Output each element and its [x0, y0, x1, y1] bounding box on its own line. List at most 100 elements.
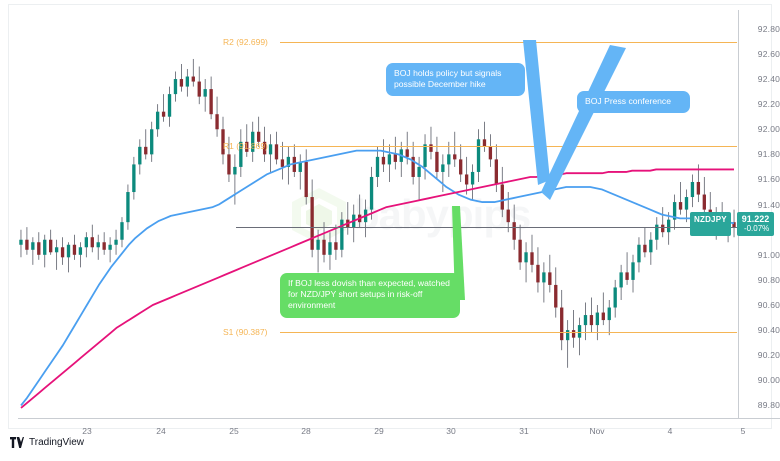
candle-body — [536, 264, 540, 283]
price-axis-tick: 91.400 — [757, 199, 780, 210]
candle-body — [304, 161, 308, 198]
time-axis[interactable]: 23 24 25 28 29 30 31 Nov 4 5 — [18, 418, 780, 442]
candle-body — [144, 146, 148, 155]
price-tag-symbol: NZDJPY — [690, 211, 731, 236]
price-axis-tick: 92.800 — [757, 23, 780, 34]
annotation-boj-dovish[interactable]: If BOJ less dovish than expected, watche… — [280, 273, 460, 318]
candle-body — [524, 252, 528, 263]
candle-body — [132, 164, 136, 193]
candle-body — [233, 166, 237, 175]
candle-body — [696, 181, 701, 195]
pivot-label-r1: R1 (91.869) — [223, 140, 268, 151]
candle-body — [637, 244, 641, 263]
time-axis-tick: 24 — [156, 426, 166, 436]
candle-body — [31, 242, 35, 250]
candle-body — [108, 244, 112, 250]
price-axis-tick: 90.400 — [757, 325, 780, 336]
candle-body — [453, 154, 457, 160]
candle-body — [150, 129, 154, 155]
candlestick-series — [19, 58, 736, 409]
candle-body — [381, 156, 386, 165]
candle-body — [595, 312, 600, 326]
candle-body — [447, 154, 451, 165]
candle-body — [387, 154, 392, 165]
candle-body — [619, 272, 623, 288]
candle-body — [690, 181, 695, 198]
candle-body — [203, 89, 207, 97]
pivot-line-r2[interactable] — [280, 41, 737, 43]
annotation-boj-press[interactable]: BOJ Press conference — [577, 91, 690, 114]
candle-body — [411, 156, 415, 177]
price-axis-tick: 90.600 — [757, 300, 780, 310]
price-axis-tick: 91.000 — [757, 249, 780, 260]
pivot-line-r1[interactable] — [280, 145, 737, 147]
candle-body — [589, 315, 594, 326]
candle-body — [661, 224, 665, 233]
candle-body — [518, 239, 522, 263]
tradingview-footer: TradingView — [10, 437, 84, 448]
candle-body — [512, 222, 516, 240]
price-tag-value: 91.222 -0.07% — [736, 211, 775, 236]
candle-body — [66, 244, 71, 258]
candle-body — [405, 149, 409, 157]
pivot-label-s1: S1 (90.387) — [223, 326, 268, 337]
candle-body — [251, 131, 255, 152]
candle-body — [702, 194, 706, 210]
candle-body — [554, 284, 558, 308]
pivot-line-s1[interactable] — [280, 331, 737, 333]
candle-body — [37, 242, 41, 255]
candle-body — [423, 144, 427, 167]
annotation-boj-policy[interactable]: BOJ holds policy but signals possible De… — [386, 63, 525, 97]
candle-body — [280, 159, 285, 167]
candle-body — [197, 81, 201, 97]
candle-body — [268, 144, 273, 155]
candle-body — [476, 139, 481, 172]
candle-body — [560, 307, 564, 341]
candle-body — [667, 219, 671, 233]
candle-body — [548, 272, 552, 285]
candle-body — [470, 171, 475, 185]
candle-body — [494, 159, 499, 185]
candle-body — [227, 154, 231, 175]
time-axis-tick: 28 — [301, 426, 311, 436]
price-axis-tick: 90.800 — [757, 274, 780, 285]
candle-body — [78, 247, 83, 255]
candle-body — [530, 252, 534, 265]
candle-body — [655, 224, 659, 240]
candle-body — [138, 146, 142, 165]
candle-body — [262, 141, 267, 155]
candle-body — [114, 239, 118, 245]
candle-body — [571, 330, 576, 338]
candle-body — [577, 325, 582, 338]
price-tag-change: -0.07% — [743, 223, 770, 233]
candle-body — [221, 129, 225, 155]
candle-body — [102, 242, 106, 250]
candle-body — [459, 159, 463, 175]
candle-body — [322, 239, 326, 255]
candle-body — [732, 222, 736, 228]
time-axis-tick: 4 — [667, 426, 673, 436]
candle-body — [167, 94, 172, 117]
candle-body — [506, 209, 510, 223]
time-axis-tick: 5 — [740, 426, 746, 436]
tradingview-label: TradingView — [29, 437, 85, 448]
candle-body — [429, 144, 433, 152]
candle-body — [643, 244, 647, 253]
candle-body — [84, 237, 88, 248]
candle-body — [601, 312, 605, 321]
price-axis[interactable]: 92.800 92.600 92.400 92.200 92.000 91.800 91.6… — [738, 10, 780, 418]
candle-body — [613, 287, 617, 308]
candle-body — [631, 262, 635, 280]
candle-body — [684, 197, 689, 210]
chart-plot-area[interactable]: babypips R2 (92.699) R1 (91.869) S1 (90.38… — [18, 10, 737, 418]
candle-body — [583, 315, 588, 326]
current-price-tag[interactable]: NZDJPY 91.222 -0.07% — [690, 211, 775, 236]
price-axis-tick: 90.000 — [757, 375, 780, 386]
time-axis-tick: 31 — [519, 426, 529, 436]
candle-body — [120, 222, 124, 240]
price-axis-tick: 89.800 — [757, 400, 780, 411]
tradingview-logo-icon — [10, 437, 24, 448]
candle-body — [256, 131, 261, 142]
candle-body — [500, 184, 504, 210]
